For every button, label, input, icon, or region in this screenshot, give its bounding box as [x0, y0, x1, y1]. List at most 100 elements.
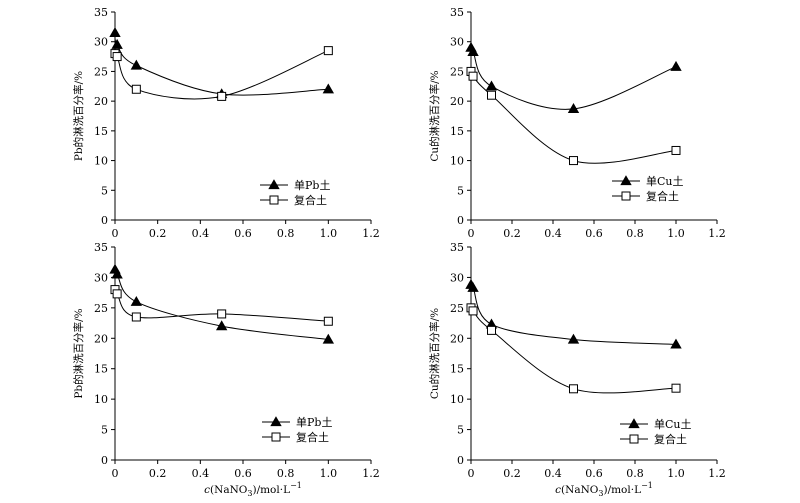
data-point	[485, 80, 498, 91]
x-tick-label: 0.4	[544, 227, 562, 240]
data-point	[112, 52, 122, 62]
legend-marker	[270, 416, 282, 427]
legend-label: 单Pb土	[296, 416, 332, 429]
data-point	[468, 306, 478, 316]
data-point	[112, 289, 122, 299]
x-tick-label: 0.2	[503, 227, 521, 240]
y-tick-label: 20	[94, 95, 108, 108]
data-point	[467, 46, 479, 56]
y-tick-label: 5	[457, 424, 464, 437]
x-tick-label: 0.8	[277, 227, 295, 240]
y-tick-label: 0	[101, 454, 108, 467]
data-point	[217, 309, 227, 319]
x-axis-label: c(NaNO3)/mol·L−1	[204, 481, 302, 498]
y-tick-label: 15	[450, 125, 464, 138]
data-point	[487, 325, 496, 335]
y-tick-label: 30	[450, 36, 464, 49]
x-tick-label: 0.8	[626, 467, 644, 480]
y-tick-label: 35	[94, 6, 108, 19]
x-tick-label: 1.2	[362, 467, 380, 480]
x-tick-label: 0	[112, 227, 119, 240]
x-tick-label: 1.0	[667, 227, 685, 240]
data-point	[567, 333, 580, 344]
y-tick-label: 0	[101, 214, 108, 227]
data-point	[215, 320, 228, 331]
y-axis-label: Cu的淋洗百分率/%	[428, 308, 441, 399]
x-tick-label: 0.6	[585, 467, 603, 480]
series-line-2	[470, 307, 677, 394]
x-tick-label: 0.2	[503, 467, 521, 480]
legend-marker	[271, 432, 281, 442]
x-tick-label: 0.4	[544, 467, 562, 480]
x-tick-label: 1.0	[667, 467, 685, 480]
series-line-1	[114, 32, 329, 96]
x-tick-label: 1.2	[362, 227, 380, 240]
y-tick-label: 15	[94, 125, 108, 138]
x-tick-label: 0	[468, 467, 475, 480]
data-point	[217, 91, 227, 101]
series-line-2	[470, 71, 677, 164]
legend-marker	[629, 434, 639, 444]
y-tick-label: 10	[94, 155, 108, 168]
legend-marker	[621, 191, 631, 201]
legend-marker	[268, 179, 280, 190]
y-tick-label: 30	[94, 36, 108, 49]
legend-label: 单Pb土	[294, 179, 330, 192]
data-point	[467, 281, 479, 292]
chart-panel-3: 0 5 10 15 20 25 30 35 0 0.2 0.4 0.6 0.8 1.0 1.2 Pb的淋洗百分…	[72, 241, 380, 498]
x-tick-label: 0.8	[277, 467, 295, 480]
data-point	[322, 83, 335, 94]
chart-panel-4: 0 5 10 15 20 25 30 35 0 0.2 0.4 0.6 0.8 1.0 1.2 Cu的淋洗百分…	[428, 241, 726, 498]
y-tick-label: 10	[94, 393, 108, 406]
data-point	[671, 383, 681, 393]
y-tick-label: 35	[450, 6, 464, 19]
data-point	[131, 312, 141, 322]
data-point	[670, 60, 682, 71]
y-tick-label: 15	[94, 363, 108, 376]
y-tick-label: 0	[457, 454, 464, 467]
legend-marker	[620, 175, 632, 186]
legend-label: 单Cu土	[654, 418, 692, 431]
data-point	[131, 84, 141, 94]
data-point	[569, 384, 578, 394]
legend-label: 复合土	[294, 193, 327, 207]
y-tick-label: 5	[457, 184, 464, 197]
legend-label: 复合土	[654, 432, 687, 446]
y-axis-label: Pb的淋洗百分率/%	[72, 308, 85, 398]
legend-label: 复合土	[646, 189, 679, 203]
x-tick-label: 1.2	[708, 467, 726, 480]
x-tick-label: 0.2	[149, 227, 167, 240]
data-point	[487, 90, 496, 100]
x-tick-label: 0.8	[626, 227, 644, 240]
data-point	[670, 338, 682, 349]
x-tick-label: 0	[468, 227, 475, 240]
y-tick-label: 5	[101, 424, 108, 437]
y-tick-label: 20	[94, 332, 108, 345]
data-point	[130, 59, 143, 70]
x-tick-label: 0.6	[234, 227, 252, 240]
legend-marker	[269, 195, 279, 205]
y-tick-label: 20	[450, 95, 464, 108]
y-tick-label: 5	[101, 184, 108, 197]
legend-label: 单Cu土	[646, 175, 684, 188]
y-tick-label: 30	[450, 271, 464, 284]
x-tick-label: 0.4	[192, 227, 210, 240]
x-axis-label: c(NaNO3)/mol·L−1	[555, 481, 653, 498]
data-point	[671, 145, 681, 155]
x-tick-label: 0.6	[585, 227, 603, 240]
y-tick-label: 25	[450, 302, 464, 315]
data-point	[111, 38, 123, 49]
y-tick-label: 10	[450, 393, 464, 406]
series-line-1	[470, 47, 677, 110]
y-axis-label: Cu的淋洗百分率/%	[428, 70, 441, 161]
data-point	[468, 71, 478, 81]
data-point	[109, 26, 121, 37]
legend-label: 复合土	[296, 430, 329, 444]
chart-panel-2: 0 5 10 15 20 25 30 35 0 0.2 0.4 0.6 0.8 1.0 1.2 Cu的淋洗百分…	[428, 6, 726, 240]
data-point	[322, 333, 335, 344]
y-tick-label: 30	[94, 271, 108, 284]
y-tick-label: 25	[94, 302, 108, 315]
data-point	[111, 268, 123, 279]
